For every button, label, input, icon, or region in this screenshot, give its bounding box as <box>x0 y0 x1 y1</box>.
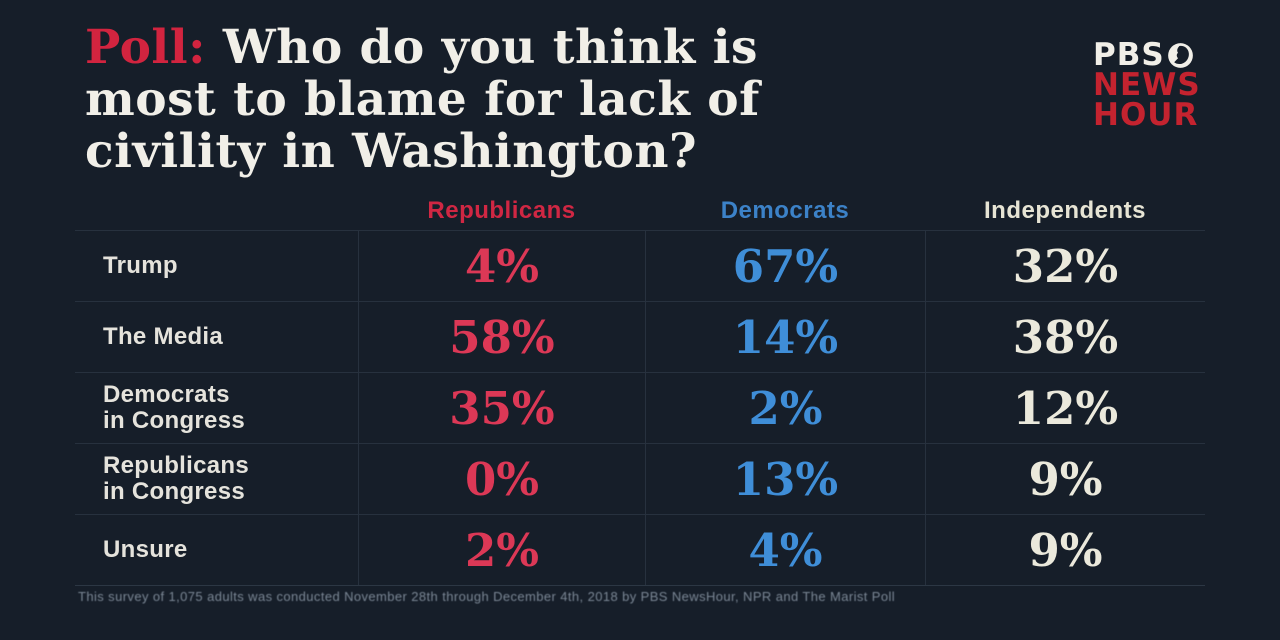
news-logo-text: NEWS <box>1093 67 1201 103</box>
pbs-logo-row: PBS <box>1093 37 1201 73</box>
footnote: This survey of 1,075 adults was conducte… <box>78 589 896 604</box>
value-cell: 38% <box>925 302 1205 372</box>
value-cell: 58% <box>358 302 645 372</box>
pbs-newshour-logo: PBS NEWS HOUR <box>1093 37 1201 133</box>
title-prefix: Poll: <box>85 20 206 75</box>
row-label: Trump <box>103 252 178 279</box>
value-cell: 9% <box>925 515 1205 585</box>
column-header-independents: Independents <box>983 197 1146 224</box>
value-cell: 14% <box>645 302 925 372</box>
title-line3: civility in Washington? <box>85 124 698 179</box>
row-label: Republicans in Congress <box>103 452 249 505</box>
title-line2: most to blame for lack of <box>85 72 760 127</box>
table-header: Republicans Democrats Independents <box>75 192 1205 230</box>
value-cell: 35% <box>358 373 645 443</box>
column-header-republicans: Republicans <box>427 197 576 224</box>
page-title: Poll: Who do you think is most to blame … <box>85 22 935 178</box>
value-cell: 9% <box>925 444 1205 514</box>
table-row: Democrats in Congress 35% 2% 12% <box>75 372 1205 443</box>
pbs-head-icon <box>1167 41 1194 69</box>
value-cell: 2% <box>358 515 645 585</box>
row-label: The Media <box>103 323 224 350</box>
value-cell: 32% <box>925 231 1205 301</box>
table-row: The Media 58% 14% 38% <box>75 301 1205 372</box>
value-cell: 4% <box>358 231 645 301</box>
value-cell: 13% <box>645 444 925 514</box>
hour-logo-text: HOUR <box>1093 97 1199 133</box>
value-cell: 12% <box>925 373 1205 443</box>
header-spacer <box>75 192 358 230</box>
table-row: Trump 4% 67% 32% <box>75 230 1205 301</box>
column-header-democrats: Democrats <box>720 197 850 224</box>
value-cell: 0% <box>358 444 645 514</box>
table-body: Trump 4% 67% 32% The Media 58% 14% 38% Democrats… <box>75 230 1205 586</box>
table-row: Republicans in Congress 0% 13% 9% <box>75 443 1205 514</box>
value-cell: 4% <box>645 515 925 585</box>
row-label: Democrats in Congress <box>103 381 245 434</box>
pbs-logo-text: PBS <box>1093 37 1165 73</box>
table-row: Unsure 2% 4% 9% <box>75 514 1205 585</box>
title-line1: Who do you think is <box>206 20 758 75</box>
value-cell: 2% <box>645 373 925 443</box>
row-label: Unsure <box>103 536 188 563</box>
value-cell: 67% <box>645 231 925 301</box>
